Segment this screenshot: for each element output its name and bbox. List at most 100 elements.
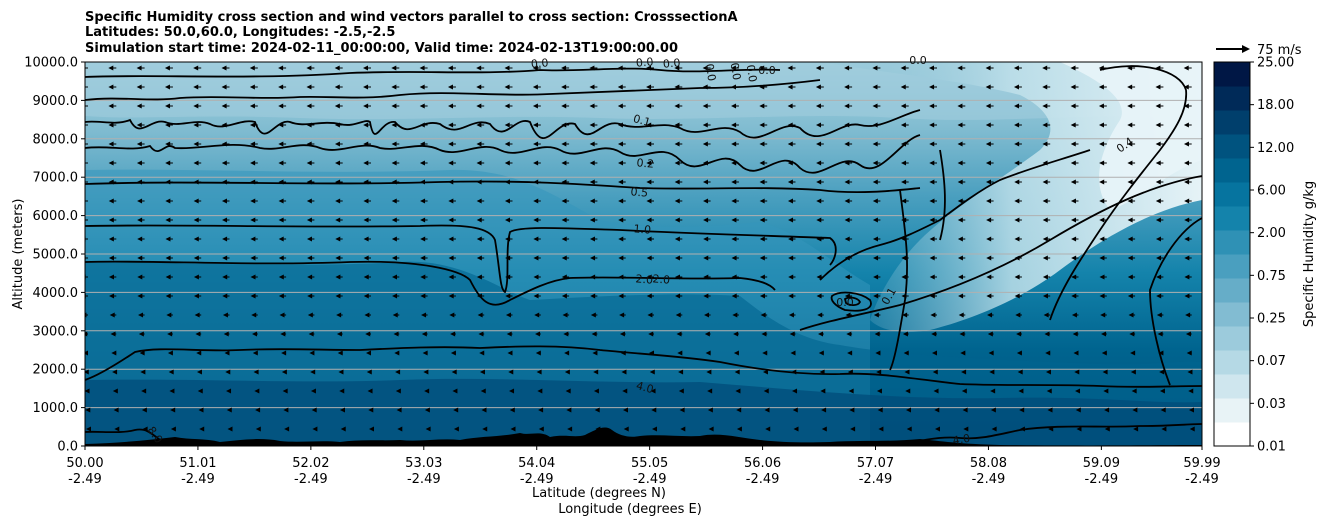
wind-vector	[1014, 198, 1020, 204]
wind-vector	[137, 274, 143, 280]
wind-vector	[306, 122, 312, 128]
wind-vector	[1127, 103, 1133, 109]
wind-vector	[844, 160, 850, 166]
wind-vector	[334, 84, 340, 90]
wind-vector	[1045, 369, 1051, 375]
wind-vector	[85, 407, 91, 413]
wind-vector	[759, 65, 765, 71]
wind-vector	[674, 198, 680, 204]
wind-vector	[1155, 198, 1161, 204]
wind-vector	[221, 84, 227, 90]
wind-vector	[1071, 293, 1077, 299]
wind-vector	[252, 350, 258, 356]
wind-vector	[1102, 369, 1108, 375]
wind-vector	[759, 274, 765, 280]
x-tick-label-latitude: 55.05	[631, 456, 668, 471]
wind-vector	[819, 369, 825, 375]
wind-vector	[844, 103, 850, 109]
wind-vector	[787, 122, 793, 128]
wind-vector	[532, 65, 538, 71]
wind-vector	[363, 141, 369, 147]
wind-vector	[1156, 312, 1162, 318]
wind-vector	[419, 103, 425, 109]
wind-vector	[1070, 198, 1076, 204]
wind-vector	[961, 388, 967, 394]
wind-vector	[164, 65, 170, 71]
wind-vector	[674, 217, 680, 223]
contour-label: 0.0	[530, 56, 549, 70]
wind-vector	[538, 407, 544, 413]
wind-vector	[504, 65, 510, 71]
wind-vector	[875, 350, 881, 356]
wind-vector	[222, 274, 228, 280]
wind-vector	[932, 350, 938, 356]
contour-line-0-1b	[85, 109, 921, 139]
wind-vector	[450, 350, 456, 356]
wind-vector	[250, 160, 256, 166]
wind-vector	[759, 198, 765, 204]
wind-vector	[507, 350, 513, 356]
colorbar-tick-label: 0.03	[1257, 397, 1286, 412]
wind-vector	[533, 160, 539, 166]
wind-vector	[193, 141, 199, 147]
wind-vector	[363, 179, 369, 185]
wind-vector	[532, 122, 538, 128]
wind-vector	[419, 84, 425, 90]
wind-vector	[391, 122, 397, 128]
x-tick-label-latitude: 50.00	[66, 456, 103, 471]
wind-vector	[335, 236, 341, 242]
wind-vector	[335, 274, 341, 280]
wind-vector	[165, 274, 171, 280]
wind-vector	[674, 255, 680, 261]
wind-vector	[1155, 179, 1161, 185]
wind-vector	[448, 160, 454, 166]
wind-vector	[363, 84, 369, 90]
wind-vector	[253, 369, 259, 375]
wind-vector	[307, 255, 313, 261]
wind-vector	[818, 350, 824, 356]
wind-vector	[504, 103, 510, 109]
wind-vector	[396, 407, 402, 413]
wind-vector	[761, 331, 767, 337]
colorbar-segment	[1214, 422, 1250, 447]
contour-label: 2.0	[652, 272, 671, 286]
wind-vector	[1070, 179, 1076, 185]
wind-vector	[420, 198, 426, 204]
wind-vector	[590, 274, 596, 280]
wind-vector	[703, 293, 709, 299]
wind-vector	[283, 407, 289, 413]
wind-vector	[646, 160, 652, 166]
wind-vector	[986, 236, 992, 242]
wind-vector	[1098, 122, 1104, 128]
colorbar-ticks: 0.01 0.03 0.07 0.25 0.75 2.00 6.00 12.00 18.00 25…	[1250, 56, 1294, 455]
wind-vector	[929, 103, 935, 109]
x-tick-label-longitude: -2.49	[294, 472, 328, 487]
wind-vector	[759, 103, 765, 109]
contour-label: 0.5	[630, 185, 649, 199]
wind-vector	[1187, 369, 1193, 375]
wind-vector	[504, 179, 510, 185]
wind-vector	[138, 331, 144, 337]
wind-vector	[986, 198, 992, 204]
wind-vector	[108, 103, 114, 109]
wind-vector	[593, 388, 599, 394]
wind-vector	[1099, 236, 1105, 242]
wind-vector	[306, 65, 312, 71]
wind-vector	[222, 312, 228, 318]
wind-vector	[1014, 217, 1020, 223]
wind-vector	[226, 407, 232, 413]
wind-vector	[592, 350, 598, 356]
chart-title-line-3: Simulation start time: 2024-02-11_00:00:…	[85, 41, 678, 56]
wind-vector	[448, 103, 454, 109]
wind-vector	[363, 160, 369, 166]
wind-vector	[872, 160, 878, 166]
contour-line-8-0	[85, 428, 161, 441]
wind-vector	[589, 179, 595, 185]
x-tick-label-longitude: -2.49	[68, 472, 102, 487]
colorbar-tick-label: 25.00	[1257, 56, 1294, 71]
wind-vector	[392, 293, 398, 299]
wind-vector	[960, 350, 966, 356]
contour-label: 0.0	[662, 56, 681, 70]
wind-vector	[110, 331, 116, 337]
wind-vector	[80, 66, 85, 71]
